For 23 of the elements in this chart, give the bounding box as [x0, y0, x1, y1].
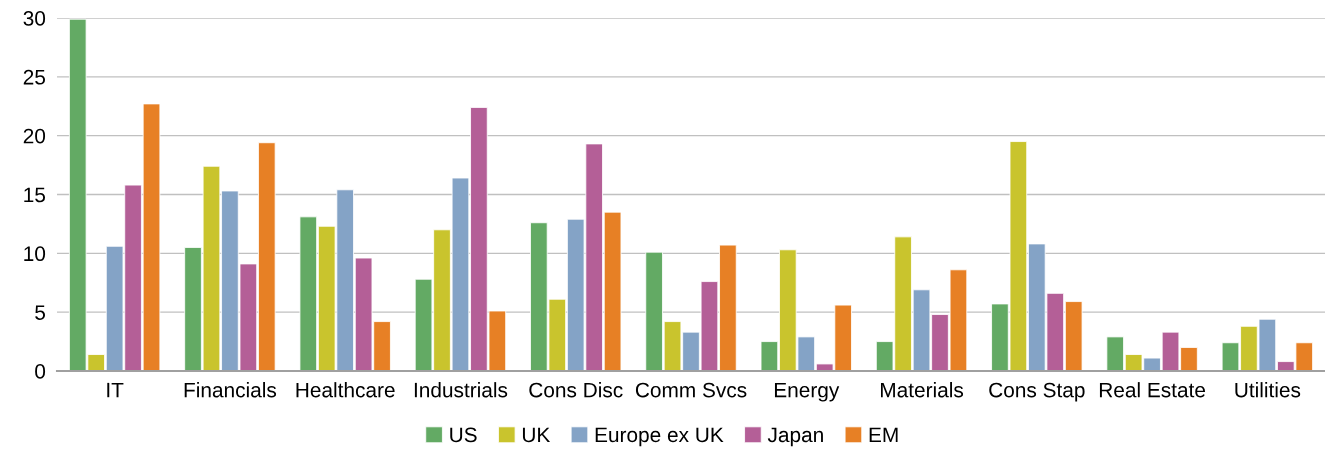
y-tick-label: 25 — [23, 69, 46, 85]
y-tick-label: 20 — [23, 128, 46, 144]
x-tick-label: Cons Stap — [989, 382, 1085, 402]
legend-label: EM — [869, 427, 898, 443]
x-tick-label: Real Estate — [1099, 382, 1206, 398]
x-tick-label: Utilities — [1235, 382, 1301, 398]
legend-label: US — [450, 427, 477, 443]
legend-label: UK — [522, 427, 551, 443]
x-tick-label: Healthcare — [296, 382, 395, 398]
x-tick-label: IT — [107, 382, 124, 398]
x-tick-label: Energy — [774, 382, 840, 402]
x-tick-label: Industrials — [414, 382, 508, 398]
y-tick-label: 5 — [35, 305, 46, 320]
y-tick-label: 15 — [24, 187, 46, 203]
x-tick-label: Comm Svcs — [635, 382, 747, 398]
legend-label: Europe ex UK — [595, 427, 724, 447]
legend-label: Japan — [767, 427, 823, 447]
x-tick-label: Financials — [184, 382, 277, 398]
y-tick-label: 0 — [35, 364, 46, 379]
y-tick-label: 30 — [23, 11, 46, 26]
x-tick-label: Materials — [881, 382, 964, 398]
y-tick-label: 10 — [24, 246, 46, 262]
x-tick-label: Cons Disc — [529, 382, 623, 398]
